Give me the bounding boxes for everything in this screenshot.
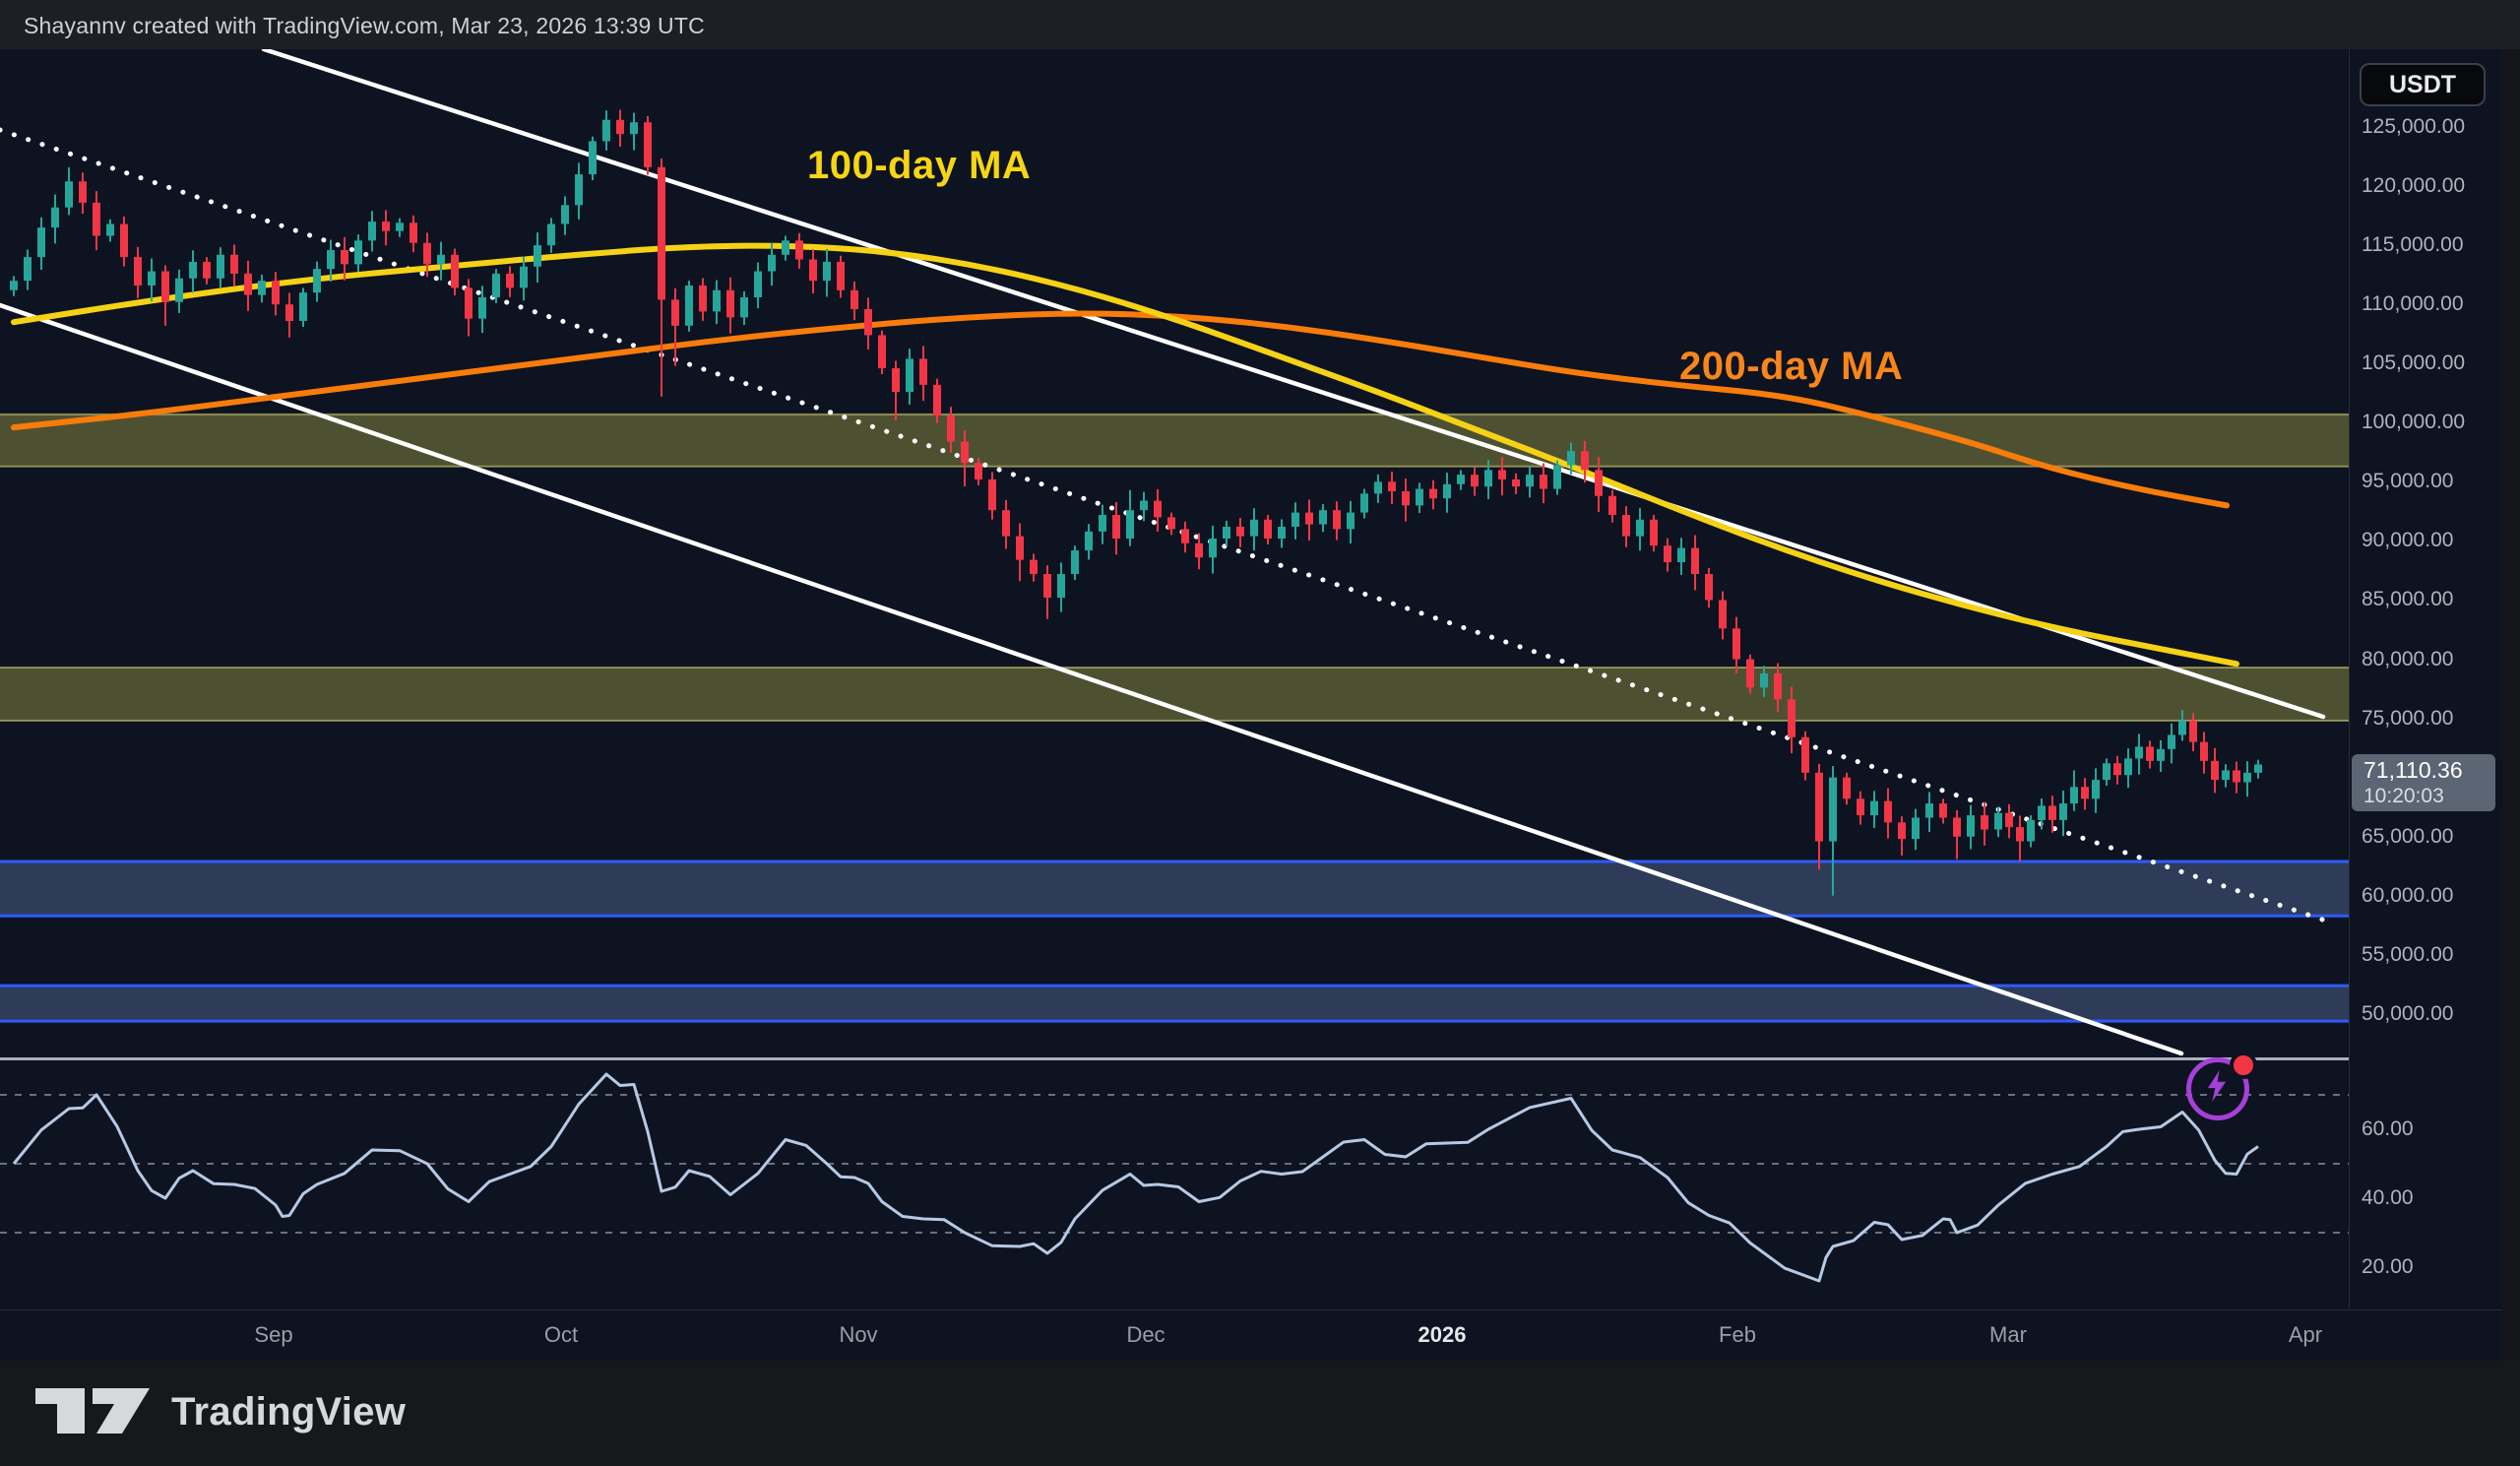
rsi-axis-label: 60.00 [2362,1117,2414,1140]
footer-bar: TradingView [0,1361,2520,1466]
price-axis-label: 65,000.00 [2362,824,2454,848]
ma100-label: 100-day MA [807,144,1032,187]
right-margin [2502,49,2520,1361]
currency-badge: USDT [2360,63,2486,106]
time-axis-label-2026: 2026 [1418,1322,1467,1347]
notification-dot [2230,1052,2257,1079]
price-axis-label: 110,000.00 [2362,292,2464,316]
flash-idea-icon[interactable] [2186,1052,2257,1120]
bar-countdown: 10:20:03 [2363,785,2444,807]
price-axis-label: 60,000.00 [2362,883,2454,907]
price-axis-label: 85,000.00 [2362,588,2454,611]
tradingview-logo-icon [35,1388,150,1434]
price-axis-label: 100,000.00 [2362,411,2466,434]
price-axis-label: 105,000.00 [2362,351,2466,375]
time-axis-label-apr: Apr [2288,1322,2323,1347]
tradingview-brand-text: TradingView [171,1389,407,1434]
chart-widget[interactable]: 100-day MA 200-day MA USDT 125,000.00 120… [0,49,2503,1362]
flash-icon-ring [2186,1057,2249,1120]
attribution-bar: Shayannv created with TradingView.com, M… [0,0,2520,49]
time-axis[interactable]: Sep Oct Nov Dec 2026 Feb Mar Apr [0,1309,2502,1362]
time-axis-label-mar: Mar [1989,1322,2027,1347]
time-axis-label-dec: Dec [1126,1322,1166,1347]
rsi-axis-label: 20.00 [2362,1255,2414,1278]
price-axis-label: 50,000.00 [2362,1001,2454,1025]
price-axis-label: 95,000.00 [2362,470,2454,493]
last-price-badge: 71,110.36 10:20:03 [2352,754,2495,811]
price-axis-label: 75,000.00 [2362,706,2454,730]
time-axis-label-sep: Sep [254,1322,293,1347]
attribution-text: Shayannv created with TradingView.com, M… [24,13,705,38]
rsi-axis-label: 40.00 [2362,1186,2414,1209]
ma200-label: 200-day MA [1679,345,1904,388]
price-axis-label: 115,000.00 [2362,233,2464,257]
last-price-value: 71,110.36 [2363,757,2463,783]
time-axis-label-nov: Nov [839,1322,878,1347]
price-axis-label: 125,000.00 [2362,115,2466,138]
chart-canvas[interactable] [0,49,2502,1361]
time-axis-label-oct: Oct [543,1322,579,1347]
price-axis-label: 90,000.00 [2362,529,2454,552]
lightning-bolt-icon [2207,1070,2227,1102]
price-axis-label: 80,000.00 [2362,647,2454,670]
price-axis[interactable]: USDT 125,000.00 120,000.00 115,000.00 110,0… [2349,49,2503,1361]
time-axis-label-feb: Feb [1719,1322,1756,1347]
price-axis-label: 120,000.00 [2362,174,2466,198]
price-axis-label: 55,000.00 [2362,942,2454,966]
